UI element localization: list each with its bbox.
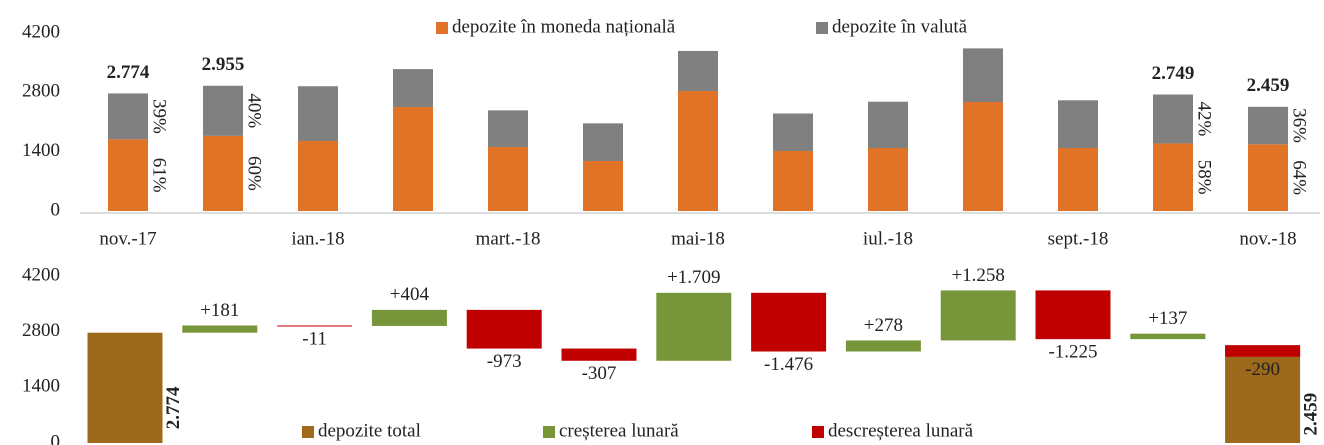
bar-segment (1248, 106, 1288, 145)
total-label: 2.774 (163, 386, 184, 429)
decrease-bar (466, 309, 542, 349)
bar-segment (393, 106, 433, 211)
total-bar (1225, 345, 1301, 443)
increase-bar (1130, 333, 1206, 340)
bar-segment (203, 85, 243, 136)
bar-segment (488, 110, 528, 148)
bar-segment (298, 140, 338, 211)
decrease-bar (1225, 345, 1301, 357)
bar-segment (488, 147, 528, 211)
share-label: 64% (1289, 160, 1310, 195)
decrease-bar (561, 348, 637, 361)
total-label: 2.955 (202, 54, 245, 75)
decrease-bar (751, 292, 827, 352)
legend-swatch (816, 22, 828, 34)
bar-segment (583, 123, 623, 161)
bar-segment (1058, 147, 1098, 211)
legend-swatch (436, 22, 448, 34)
share-label: 39% (149, 99, 170, 134)
x-tick-label: nov.-18 (1239, 228, 1296, 249)
share-label: 36% (1289, 108, 1310, 143)
legend-swatch (543, 426, 555, 438)
total-label: 2.459 (1247, 75, 1290, 96)
change-label: -1.225 (1048, 342, 1097, 363)
change-label: +1.258 (951, 265, 1004, 286)
change-label: +404 (390, 284, 430, 305)
change-label: +181 (200, 300, 239, 321)
x-tick-label: ian.-18 (291, 228, 344, 249)
decrease-bar (277, 325, 353, 327)
x-tick-label: mart.-18 (476, 228, 541, 249)
bar-segment (963, 101, 1003, 211)
change-label: +137 (1148, 308, 1187, 329)
legend-swatch (812, 426, 824, 438)
increase-bar (182, 325, 258, 333)
change-label: -973 (487, 351, 522, 372)
bar-segment (773, 113, 813, 151)
increase-bar (845, 340, 921, 352)
bar-segment (773, 150, 813, 211)
share-label: 58% (1194, 160, 1215, 195)
change-label: +1.709 (667, 267, 720, 288)
y-tick-label: 4200 (22, 21, 60, 42)
x-tick-label: mai-18 (671, 228, 725, 249)
change-label: -307 (582, 363, 617, 384)
legend-swatch (302, 426, 314, 438)
bar-segment (963, 48, 1003, 102)
share-label: 61% (149, 158, 170, 193)
bar-segment (1153, 94, 1193, 144)
y-tick-label: 4200 (22, 264, 60, 285)
change-label: -1.476 (764, 354, 813, 375)
legend-label: descreșterea lunară (828, 420, 974, 441)
legend-label: depozite în valută (832, 16, 968, 37)
bar-segment (678, 50, 718, 92)
total-label: 2.774 (107, 62, 150, 83)
change-label: -290 (1245, 359, 1280, 380)
x-tick-label: sept.-18 (1048, 228, 1109, 249)
bar-segment (108, 93, 148, 140)
legend-label: depozite în moneda națională (452, 16, 676, 37)
increase-bar (371, 309, 447, 326)
change-label: +278 (864, 315, 903, 336)
y-tick-label: 2800 (22, 320, 60, 341)
total-label: 2.749 (1152, 63, 1195, 84)
x-tick-label: iul.-18 (863, 228, 913, 249)
bar-segment (1248, 144, 1288, 211)
bar-segment (108, 139, 148, 211)
bar-segment (393, 69, 433, 107)
share-label: 42% (1194, 102, 1215, 137)
legend-label: depozite total (318, 420, 421, 441)
y-tick-label: 0 (51, 431, 61, 445)
bar-segment (1058, 100, 1098, 148)
bar-segment (868, 101, 908, 148)
legend-label: creșterea lunară (559, 420, 679, 441)
x-tick-label: nov.-17 (99, 228, 156, 249)
bar-segment (583, 160, 623, 211)
share-label: 40% (244, 93, 265, 128)
total-label: 2.459 (1300, 393, 1321, 436)
bar-segment (868, 147, 908, 211)
y-tick-label: 2800 (22, 81, 60, 102)
bar-segment (203, 135, 243, 211)
increase-bar (656, 292, 732, 361)
share-label: 60% (244, 156, 265, 191)
bar-segment (678, 91, 718, 211)
change-label: -11 (302, 328, 327, 349)
bar-segment (1153, 143, 1193, 211)
decrease-bar (1035, 290, 1111, 340)
increase-bar (940, 290, 1016, 341)
y-tick-label: 1400 (22, 376, 60, 397)
y-tick-label: 1400 (22, 140, 60, 161)
bar-segment (298, 86, 338, 141)
y-tick-label: 0 (51, 199, 61, 220)
total-bar (87, 332, 163, 443)
